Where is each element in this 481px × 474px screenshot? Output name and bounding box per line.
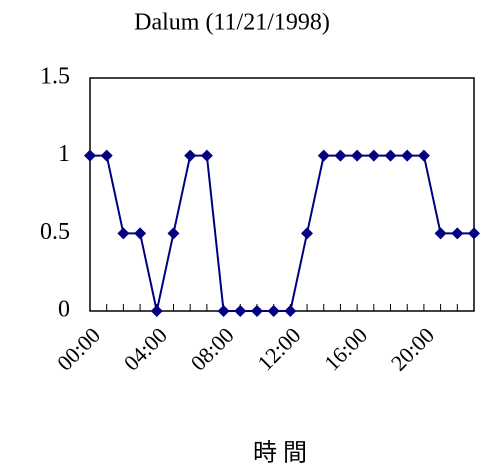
marker	[417, 149, 430, 162]
marker	[351, 149, 364, 162]
marker	[384, 149, 397, 162]
chart-title: Dalum (11/21/1998)	[134, 10, 330, 36]
x-tick-label: 12:00	[252, 322, 305, 375]
marker	[434, 227, 447, 240]
marker	[301, 227, 314, 240]
marker	[250, 305, 263, 317]
x-tick-label: 20:00	[386, 322, 439, 375]
plot-frame	[89, 77, 475, 312]
marker	[84, 149, 96, 162]
marker	[468, 227, 480, 240]
y-tick-label: 0.5	[40, 219, 70, 245]
line	[90, 154, 474, 312]
marker	[317, 149, 330, 162]
marker	[451, 227, 464, 240]
marker	[267, 305, 280, 317]
x-tick-label: 04:00	[119, 322, 172, 375]
x-tick-label: 08:00	[186, 322, 239, 375]
marker	[134, 227, 147, 240]
y-tick-label: 1	[58, 141, 70, 167]
marker	[100, 149, 113, 162]
marker	[401, 149, 414, 162]
marker	[184, 149, 197, 162]
marker	[367, 149, 380, 162]
marker	[150, 305, 163, 317]
x-tick-label: 16:00	[319, 322, 372, 375]
x-axis-title: 時 間	[253, 440, 307, 467]
marker	[167, 227, 180, 240]
y-tick-label: 1.5	[40, 64, 70, 90]
marker	[117, 227, 130, 240]
marker	[200, 149, 213, 162]
marker	[234, 305, 247, 317]
x-tick-label: 00:00	[52, 322, 105, 375]
marker	[284, 305, 297, 317]
y-tick-label: 0	[58, 297, 70, 323]
marker	[217, 305, 230, 317]
marker	[334, 149, 347, 162]
